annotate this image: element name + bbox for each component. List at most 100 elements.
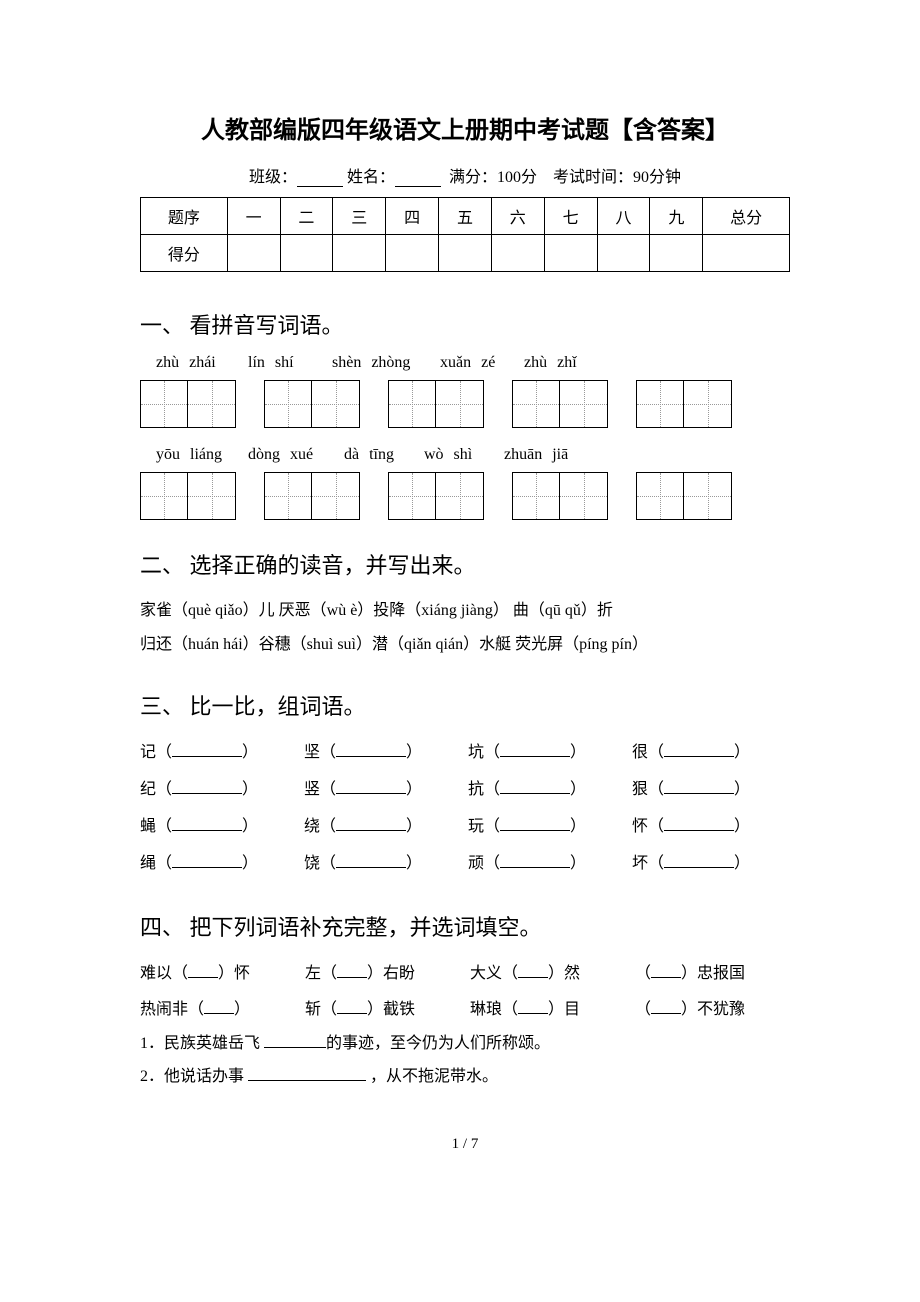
fill-blank[interactable] [518,998,548,1014]
tianzi-box[interactable] [388,380,436,428]
q1-blank[interactable] [264,1032,326,1048]
score-cell[interactable] [491,235,544,272]
compare-blank[interactable] [664,741,734,757]
compare-blank[interactable] [336,852,406,868]
compare-blank[interactable] [172,852,242,868]
compare-blank[interactable] [172,815,242,831]
compare-item: 怀（） [632,809,790,846]
tianzi-box[interactable] [140,472,188,520]
compare-blank[interactable] [336,741,406,757]
tianzi-pair[interactable] [512,380,608,428]
tianzi-box[interactable] [512,380,560,428]
tianzi-pair[interactable] [636,472,732,520]
score-value-row: 得分 [141,235,790,272]
tianzi-box[interactable] [684,380,732,428]
paren-close: ） [406,855,422,872]
score-header-row: 题序一二三四五六七八九总分 [141,198,790,235]
tianzi-box[interactable] [264,472,312,520]
fill-blank[interactable] [651,998,681,1014]
tianzi-box[interactable] [188,472,236,520]
score-cell[interactable] [386,235,439,272]
pinyin-row-2: yōu liángdòng xuédà tīngwò shìzhuān jiā [156,446,790,464]
section1-heading: 一、 看拼音写词语。 [140,308,790,340]
compare-blank[interactable] [664,852,734,868]
section2-heading: 二、 选择正确的读音，并写出来。 [140,548,790,580]
fill-blank[interactable] [337,998,367,1014]
fill-blank[interactable] [204,998,234,1014]
compare-char: 纪（ [140,781,172,798]
compare-blank[interactable] [336,815,406,831]
tianzi-box[interactable] [636,472,684,520]
compare-blank[interactable] [500,815,570,831]
class-blank[interactable] [297,169,343,187]
compare-blank[interactable] [664,778,734,794]
score-cell[interactable] [703,235,790,272]
compare-blank[interactable] [500,852,570,868]
q2-blank[interactable] [248,1065,366,1081]
fill-blank[interactable] [651,962,681,978]
compare-blank[interactable] [664,815,734,831]
tianzi-box[interactable] [188,380,236,428]
fill-post: ）截铁 [367,1001,415,1018]
compare-blank[interactable] [172,778,242,794]
class-label: 班级： [249,169,297,186]
tianzi-pair[interactable] [140,472,236,520]
name-blank[interactable] [395,169,441,187]
tianzi-pair[interactable] [636,380,732,428]
fill-pre: 琳琅（ [470,1001,518,1018]
tianzi-pair[interactable] [264,472,360,520]
tianzi-box[interactable] [140,380,188,428]
score-cell[interactable] [650,235,703,272]
fill-blank[interactable] [188,962,218,978]
tianzi-pair[interactable] [264,380,360,428]
score-header-cell: 题序 [141,198,228,235]
pinyin-label: lín shí [248,354,332,372]
fullmark-label: 满分：100分 [449,169,537,186]
tianzi-box[interactable] [512,472,560,520]
tianzi-box[interactable] [264,380,312,428]
compare-item: 很（） [632,735,790,772]
tianzi-pair[interactable] [512,472,608,520]
compare-item: 绳（） [140,846,298,883]
tianzi-box[interactable] [388,472,436,520]
compare-item: 顽（） [468,846,626,883]
score-header-cell: 七 [544,198,597,235]
compare-char: 蝇（ [140,818,172,835]
q1-post: 的事迹，至今仍为人们所称颂。 [326,1035,550,1052]
tianzi-pair[interactable] [388,472,484,520]
fill-pre: （ [635,965,651,982]
paren-close: ） [734,744,750,761]
score-cell[interactable] [544,235,597,272]
tianzi-box[interactable] [560,472,608,520]
pinyin-label: wò shì [424,446,504,464]
fill-pre: 大义（ [470,965,518,982]
score-cell[interactable] [280,235,333,272]
score-cell[interactable] [439,235,492,272]
compare-char: 顽（ [468,855,500,872]
tianzi-box[interactable] [684,472,732,520]
score-cell[interactable] [597,235,650,272]
section3-grid: 记（）坚（）坑（）很（）纪（）竖（）抗（）狠（）蝇（）绕（）玩（）怀（）绳（）饶… [140,735,790,882]
score-cell[interactable] [333,235,386,272]
q2-post: ，从不拖泥带水。 [366,1068,498,1085]
fill-blank[interactable] [337,962,367,978]
fill-blank[interactable] [518,962,548,978]
tianzi-pair[interactable] [388,380,484,428]
compare-blank[interactable] [336,778,406,794]
compare-blank[interactable] [500,778,570,794]
tianzi-pair[interactable] [140,380,236,428]
score-header-cell: 总分 [703,198,790,235]
pinyin-label: zhù zhǐ [524,354,594,372]
compare-blank[interactable] [172,741,242,757]
tianzi-box[interactable] [636,380,684,428]
score-cell[interactable] [227,235,280,272]
paren-close: ） [406,744,422,761]
tianzi-box[interactable] [312,380,360,428]
paren-close: ） [242,818,258,835]
tianzi-box[interactable] [560,380,608,428]
score-table: 题序一二三四五六七八九总分 得分 [140,197,790,272]
tianzi-box[interactable] [436,380,484,428]
tianzi-box[interactable] [436,472,484,520]
tianzi-box[interactable] [312,472,360,520]
compare-blank[interactable] [500,741,570,757]
